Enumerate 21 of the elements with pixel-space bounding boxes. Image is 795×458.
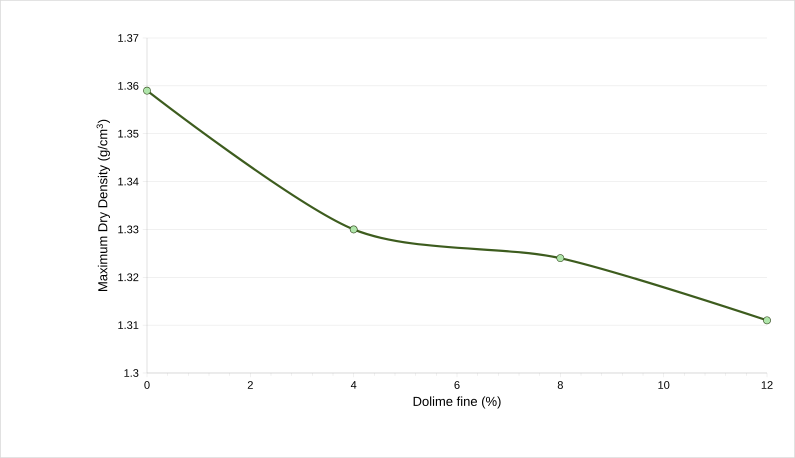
point — [143, 86, 151, 95]
y-tick-label: 1.35 — [118, 130, 138, 138]
point — [556, 254, 564, 262]
y-tick-label: 1.34 — [118, 178, 139, 186]
x-tick-label: 10 — [658, 381, 670, 389]
point — [350, 226, 358, 234]
y-tick-label: 1.36 — [118, 82, 138, 90]
x-tick-label: 4 — [350, 381, 356, 389]
point — [763, 316, 771, 324]
x-tick-label: 8 — [558, 381, 563, 389]
y-tick-label: 1.31 — [118, 321, 138, 330]
x-tick-label: 2 — [248, 381, 253, 389]
x-tick-label: 6 — [454, 381, 460, 389]
y-tick-label: 1.37 — [118, 34, 138, 42]
y-tick-label: 1.33 — [118, 226, 138, 234]
y-axis-title: Maximum Dry Density (g/cm$^{3}$) — [96, 120, 110, 291]
x-axis-title: Dolime fine (%) — [414, 396, 501, 409]
y-tick-label: 1.3 — [124, 369, 138, 377]
x-tick-label: 0 — [144, 381, 150, 389]
y-tick-label: 1.32 — [118, 273, 138, 282]
x-tick-label: 12 — [762, 381, 773, 389]
